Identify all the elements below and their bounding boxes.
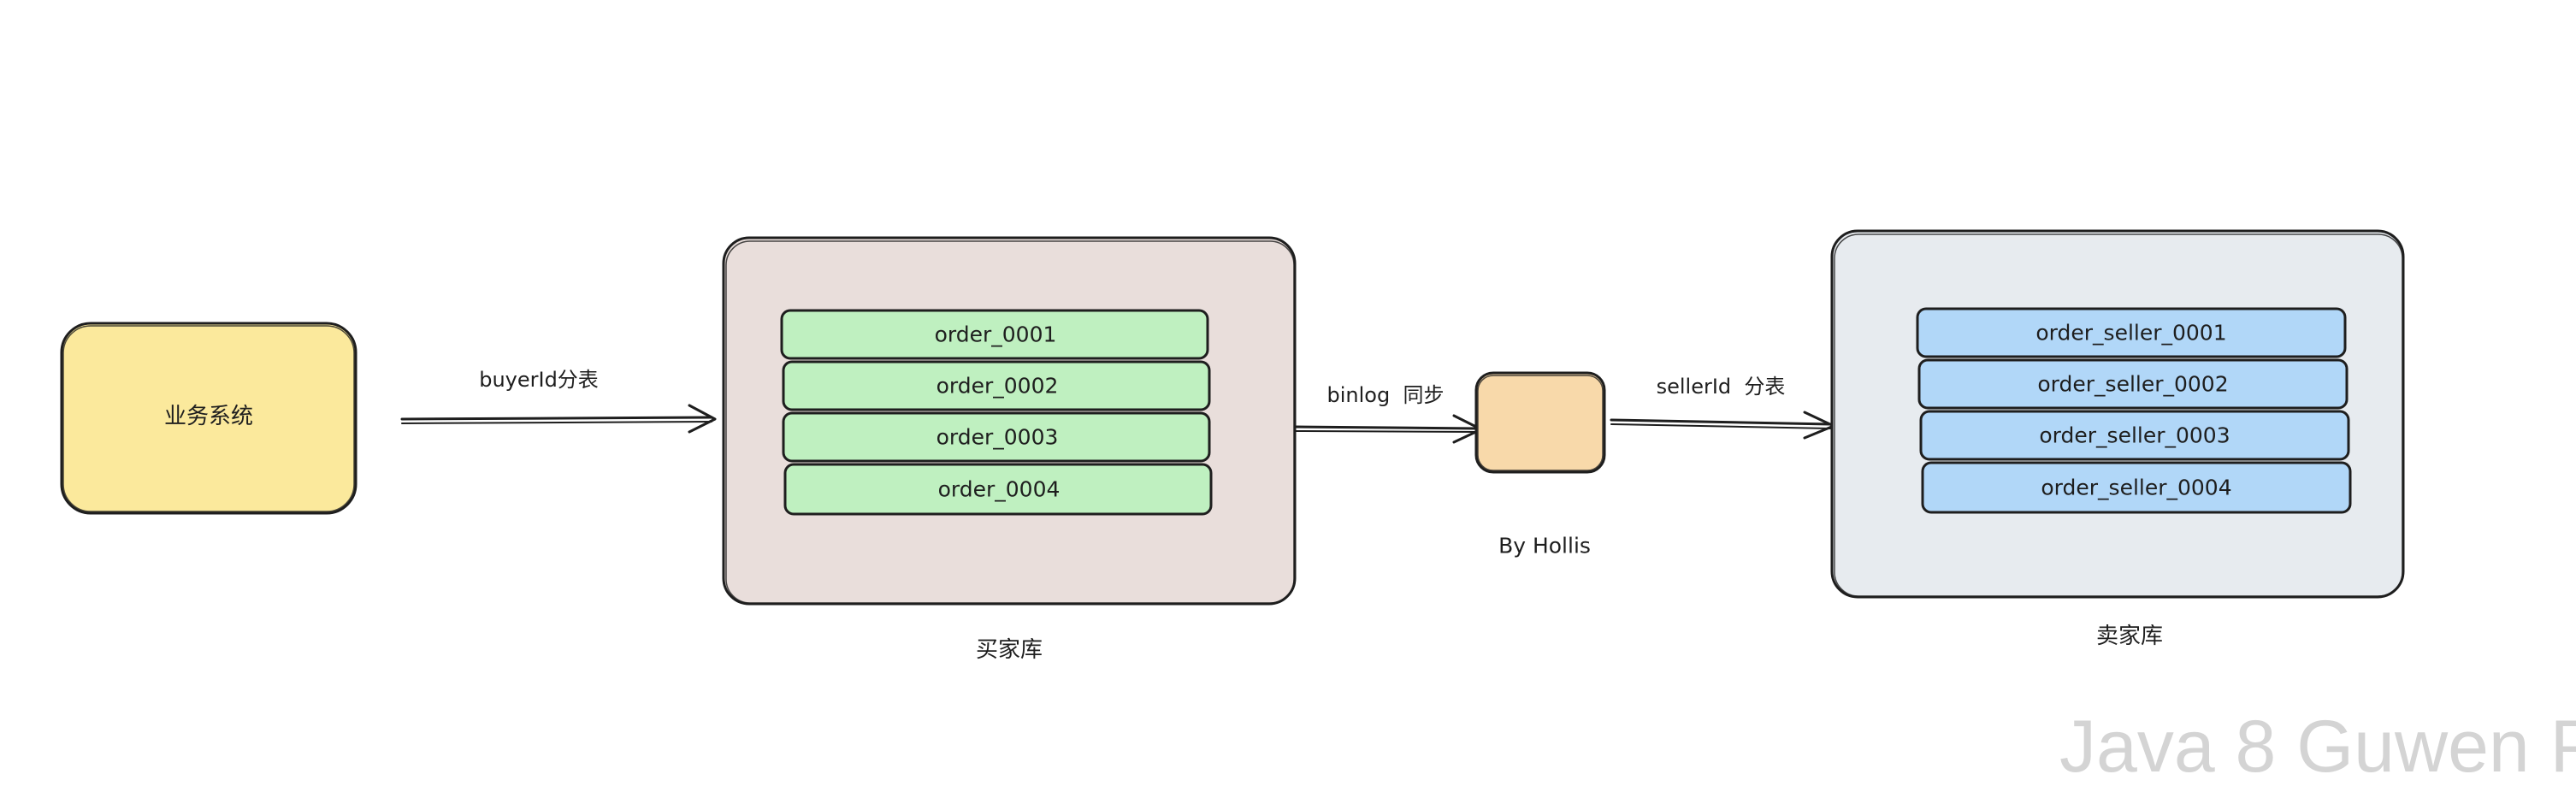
sync-node-label: By Hollis xyxy=(1498,533,1591,559)
business-system-box-sketch xyxy=(62,325,355,512)
arrow-buyer-shard xyxy=(400,404,717,434)
seller-table-box[interactable] xyxy=(1921,461,2352,514)
seller-table-label: order_seller_0001 xyxy=(2035,320,2227,346)
buyer-table-box[interactable] xyxy=(780,309,1209,360)
buyer-table-list xyxy=(780,309,1213,516)
buyer-db-label: 买家库 xyxy=(975,637,1043,663)
buyer-table-label: order_0002 xyxy=(936,373,1059,399)
seller-table-box[interactable] xyxy=(1917,358,2349,410)
sync-node[interactable] xyxy=(1474,371,1606,474)
arrow-binlog-sync xyxy=(1293,414,1483,444)
binlog-sync-edge-label: binlog 同步 xyxy=(1326,383,1445,407)
seller-table-box[interactable] xyxy=(1919,410,2350,461)
business-system-label: 业务系统 xyxy=(163,404,254,429)
seller-table-box[interactable] xyxy=(1916,307,2347,358)
seller-table-list xyxy=(1916,307,2352,514)
seller-shard-edge-label: sellerId 分表 xyxy=(1656,375,1786,399)
seller-db-box-sketch xyxy=(1834,233,2403,597)
sync-box xyxy=(1474,371,1606,474)
sync-box-sketch xyxy=(1477,375,1604,471)
buyer-table-box[interactable] xyxy=(782,411,1211,463)
seller-table-label: order_seller_0004 xyxy=(2041,475,2232,500)
buyer-table-label: order_0003 xyxy=(936,424,1059,450)
buyer-db-box-sketch xyxy=(725,240,1295,604)
buyer-shard-edge-label: buyerId分表 xyxy=(479,368,599,392)
seller-db-label: 卖家库 xyxy=(2095,624,2164,649)
seller-table-label: order_seller_0003 xyxy=(2039,423,2230,448)
arrow-seller-shard xyxy=(1610,411,1835,440)
buyer-table-label: order_0001 xyxy=(934,322,1057,347)
watermark-text: Java 8 Guwen P xyxy=(2059,706,2576,788)
business-system-node[interactable] xyxy=(60,322,357,515)
buyer-table-label: order_0004 xyxy=(937,476,1061,502)
buyer-table-box[interactable] xyxy=(783,463,1213,516)
buyer-table-box[interactable] xyxy=(782,360,1211,411)
business-system-box xyxy=(60,322,357,515)
seller-table-label: order_seller_0002 xyxy=(2037,371,2229,397)
